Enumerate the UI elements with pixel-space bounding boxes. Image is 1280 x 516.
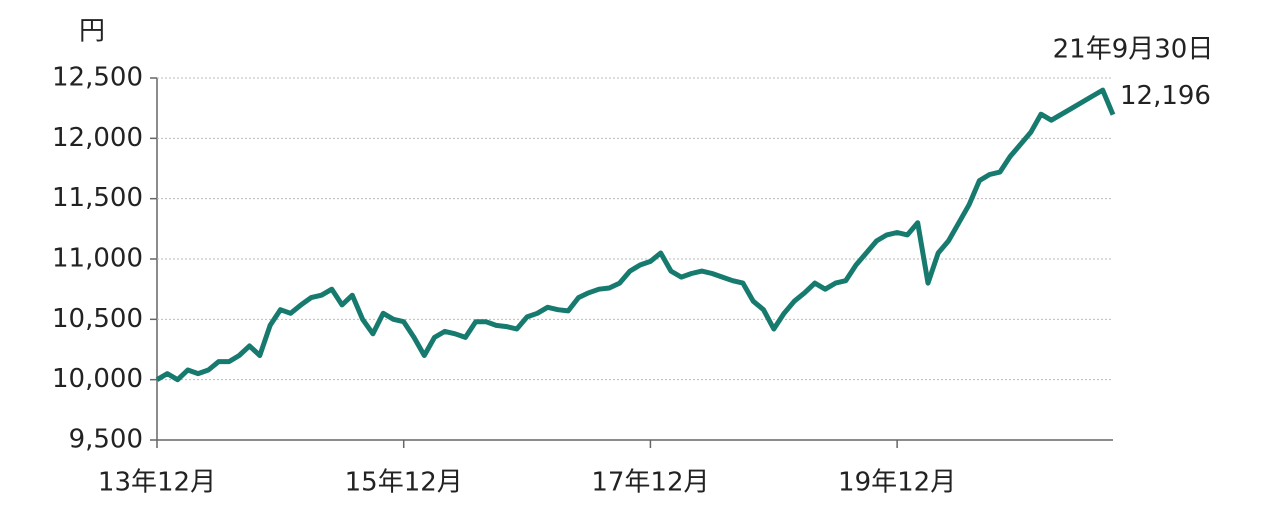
y-tick-label: 11,500 <box>52 183 143 213</box>
y-tick-label: 9,500 <box>69 425 143 455</box>
y-tick-label: 10,000 <box>52 364 143 394</box>
annotation-value: 12,196 <box>1120 81 1211 111</box>
y-axis-unit: 円 <box>79 17 105 47</box>
y-tick-label: 10,500 <box>52 304 143 334</box>
y-tick-label: 11,000 <box>52 244 143 274</box>
x-tick-label: 13年12月 <box>98 468 216 498</box>
x-tick-label: 19年12月 <box>838 468 956 498</box>
series-line <box>155 87 1116 383</box>
annotation-date: 21年9月30日 <box>1053 35 1214 65</box>
x-tick-label: 15年12月 <box>345 468 463 498</box>
y-tick-label: 12,000 <box>52 123 143 153</box>
y-tick-label: 12,500 <box>52 63 143 93</box>
x-tick-label: 17年12月 <box>591 468 709 498</box>
